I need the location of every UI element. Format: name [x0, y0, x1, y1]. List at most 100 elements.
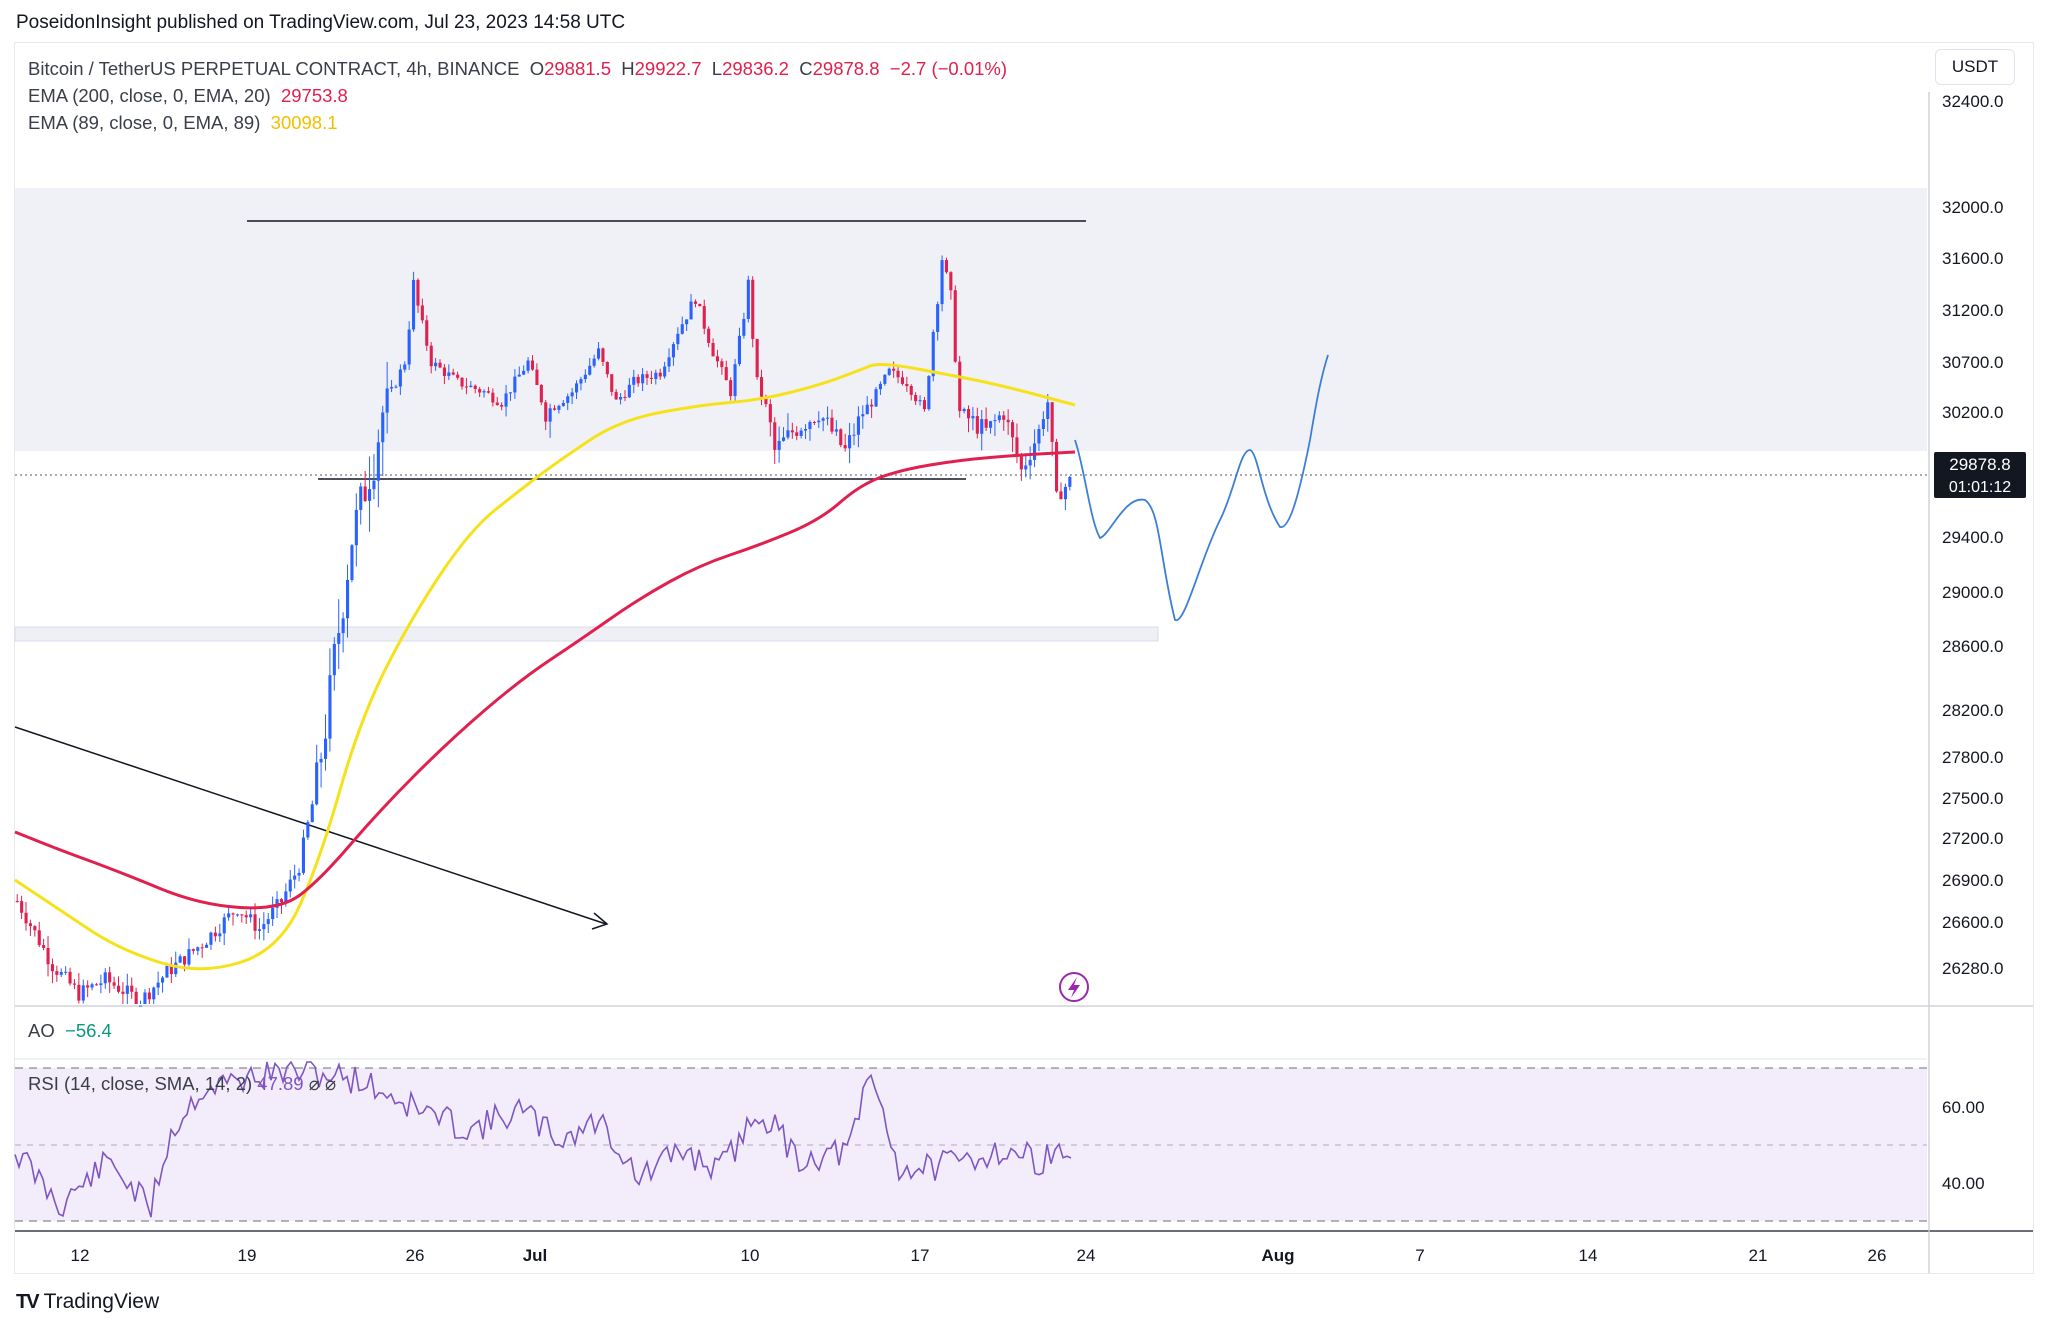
- candle-body: [368, 489, 372, 501]
- candle-body: [817, 420, 821, 423]
- candle-body: [887, 368, 891, 375]
- candle-body: [266, 919, 270, 925]
- candle-body: [892, 368, 896, 371]
- candle-body: [944, 260, 948, 273]
- candle-body: [922, 400, 926, 410]
- candle-body: [601, 348, 605, 362]
- candle-body: [473, 385, 477, 389]
- candle-body: [288, 879, 292, 892]
- candle-body: [451, 372, 455, 375]
- candle-body: [376, 442, 380, 481]
- symbol-title[interactable]: Bitcoin / TetherUS PERPETUAL CONTRACT, 4…: [28, 58, 520, 79]
- last-price-value: 29878.8: [1949, 455, 2010, 474]
- candle-body: [874, 389, 878, 407]
- candle-body: [1050, 402, 1054, 442]
- currency-button[interactable]: USDT: [1935, 49, 2015, 85]
- candle-body: [231, 913, 235, 915]
- candle-body: [522, 370, 526, 375]
- candle-body: [742, 318, 746, 336]
- candle-body: [671, 344, 675, 358]
- candle-body: [861, 414, 865, 417]
- candle-body: [46, 948, 50, 965]
- candle-body: [456, 374, 460, 378]
- price-tick-label: 26900.0: [1942, 871, 2003, 890]
- candle-body: [773, 422, 777, 450]
- candle-body: [733, 364, 737, 397]
- ao-label: AO: [28, 1020, 55, 1041]
- candle-body: [482, 391, 486, 393]
- candle-body: [469, 385, 473, 387]
- close-label: C: [799, 58, 813, 79]
- price-tick-label: 27500.0: [1942, 789, 2003, 808]
- price-tick-label: 30700.0: [1942, 353, 2003, 372]
- ema200-row[interactable]: EMA (200, close, 0, EMA, 20) 29753.8: [28, 82, 1007, 109]
- candle-body: [1041, 419, 1045, 429]
- candle-body: [693, 301, 697, 304]
- candle-body: [213, 932, 217, 937]
- candle-body: [737, 335, 741, 365]
- forecast-path[interactable]: [1074, 354, 1329, 621]
- candle-body: [306, 822, 310, 838]
- candle-body: [676, 333, 680, 345]
- high-value: 29922.7: [634, 58, 702, 79]
- ema200-label: EMA (200, close, 0, EMA, 20): [28, 85, 271, 106]
- candle-body: [205, 944, 209, 948]
- candle-body: [284, 891, 288, 902]
- chart-frame: [14, 42, 2034, 1274]
- candle-body: [99, 983, 103, 986]
- ema89-row[interactable]: EMA (89, close, 0, EMA, 89) 30098.1: [28, 109, 1007, 136]
- high-label: H: [621, 58, 635, 79]
- candle-body: [680, 324, 684, 334]
- ema200-value: 29753.8: [280, 85, 348, 106]
- candle-body: [566, 396, 570, 403]
- low-value: 29836.2: [722, 58, 789, 79]
- lightning-icon[interactable]: [1059, 972, 1089, 1002]
- candle-body: [865, 404, 869, 415]
- price-tick-label: 27200.0: [1942, 829, 2003, 848]
- candle-body: [949, 272, 953, 291]
- candle-body: [848, 435, 852, 449]
- candle-body: [627, 384, 631, 398]
- candle-body: [328, 675, 332, 739]
- ema-89-line[interactable]: [14, 362, 1076, 971]
- candle-body: [187, 949, 191, 965]
- last-price-badge: 29878.8 01:01:12: [1934, 452, 2026, 498]
- candle-body: [390, 387, 394, 389]
- candle-body: [698, 303, 702, 307]
- time-tick-label: Jul: [523, 1246, 548, 1265]
- candle-body: [275, 899, 279, 908]
- candle-body: [918, 400, 922, 402]
- rsi-legend[interactable]: RSI (14, close, SMA, 14, 2) 47.89 ⌀ ⌀: [28, 1073, 336, 1095]
- candle-body: [271, 907, 275, 920]
- candle-body: [33, 926, 37, 931]
- candlestick-series[interactable]: [15, 255, 1072, 1007]
- candle-body: [517, 374, 521, 377]
- candle-body: [645, 374, 649, 378]
- candle-body: [191, 949, 195, 951]
- candle-body: [442, 367, 446, 376]
- candle-body: [55, 971, 59, 975]
- footer-brand[interactable]: TV TradingView: [16, 1290, 159, 1314]
- chart-legend: Bitcoin / TetherUS PERPETUAL CONTRACT, 4…: [28, 55, 1007, 136]
- ema-200-line[interactable]: [14, 450, 1076, 910]
- rsi-band: [15, 1068, 1927, 1221]
- candle-body: [760, 377, 764, 397]
- low-label: L: [711, 58, 723, 79]
- candle-body: [1028, 459, 1032, 466]
- price-tick-label: 31200.0: [1942, 301, 2003, 320]
- candle-body: [575, 383, 579, 393]
- candle-body: [980, 419, 984, 434]
- candle-body: [24, 912, 28, 924]
- time-axis[interactable]: 12 19 26 Jul 10 17 24 Aug 7 14 21 26: [71, 1246, 1887, 1265]
- candle-body: [169, 966, 173, 975]
- rsi-line[interactable]: [14, 1060, 1072, 1218]
- candle-body: [685, 319, 689, 325]
- ao-legend[interactable]: AO −56.4: [28, 1020, 112, 1042]
- candle-body: [346, 579, 350, 619]
- price-axis[interactable]: 32400.0 32000.0 31600.0 31200.0 30700.0 30200…: [1942, 92, 2003, 978]
- candle-body: [958, 361, 962, 412]
- candle-body: [553, 408, 557, 410]
- price-tick-label: 32000.0: [1942, 198, 2003, 217]
- brand-name: TradingView: [43, 1290, 160, 1313]
